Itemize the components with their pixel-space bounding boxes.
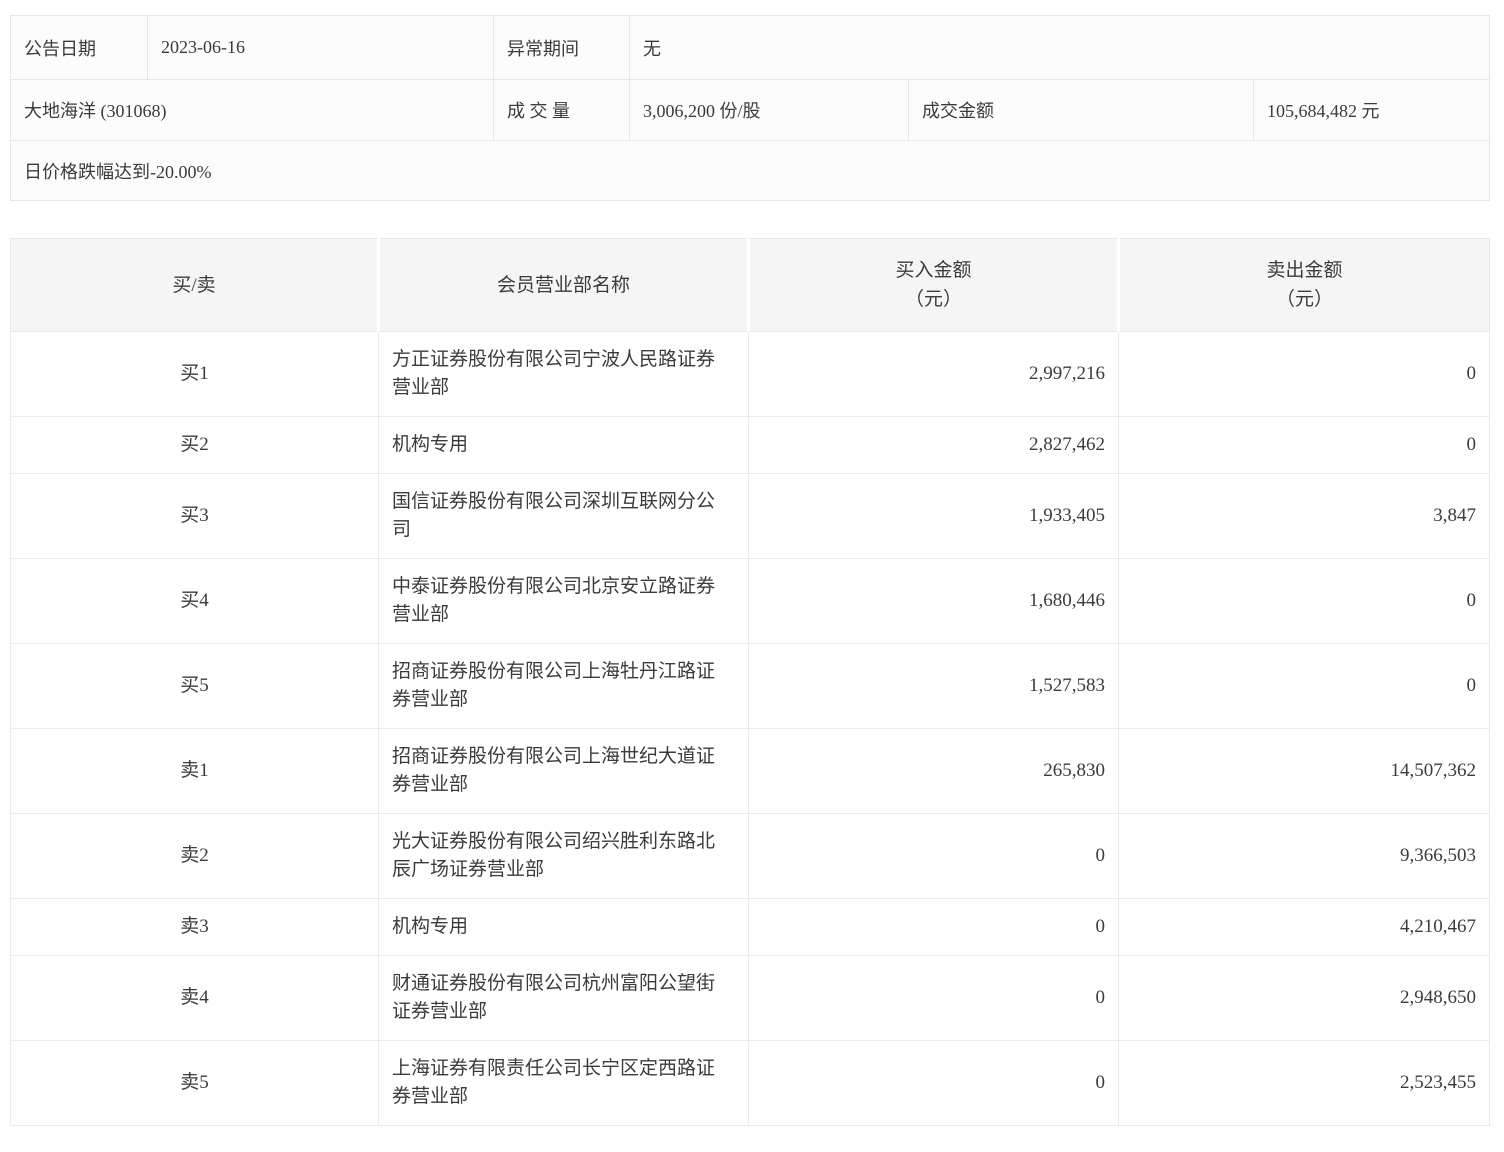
row-buy-amount: 0 [748, 813, 1119, 899]
column-header-sell: 卖出金额 （元） [1117, 238, 1490, 332]
column-header-buy: 买入金额 （元） [747, 238, 1119, 332]
row-sell-amount: 9,366,503 [1118, 813, 1490, 899]
row-side-label: 买3 [10, 473, 379, 559]
info-panel: 公告日期 2023-06-16 异常期间 无 大地海洋 (301068) 成 交… [9, 15, 1491, 201]
price-change-notice: 日价格跌幅达到-20.00% [9, 140, 1491, 201]
row-sell-amount: 0 [1118, 558, 1490, 644]
row-buy-amount: 265,830 [748, 728, 1119, 814]
row-branch-name: 上海证券有限责任公司长宁区定西路证券营业部 [378, 1040, 749, 1126]
row-buy-amount: 1,933,405 [748, 473, 1119, 559]
table-row: 买4 中泰证券股份有限公司北京安立路证券营业部 1,680,446 0 [10, 558, 1490, 644]
row-branch-name: 中泰证券股份有限公司北京安立路证券营业部 [378, 558, 749, 644]
row-sell-amount: 0 [1118, 643, 1490, 729]
lhb-table: 买/卖 会员营业部名称 买入金额 （元） 卖出金额 （元） 买1 方正证券股份有… [10, 238, 1490, 1126]
row-side-label: 买2 [10, 416, 379, 474]
volume-label: 成 交 量 [493, 79, 630, 141]
row-sell-amount: 3,847 [1118, 473, 1490, 559]
info-row-announcement: 公告日期 2023-06-16 异常期间 无 [10, 15, 1491, 80]
row-branch-name: 财通证券股份有限公司杭州富阳公望街证券营业部 [378, 955, 749, 1041]
info-row-notice: 日价格跌幅达到-20.00% [9, 140, 1491, 201]
security-title: 大地海洋 (301068) [10, 79, 494, 141]
column-header-side: 买/卖 [10, 238, 379, 332]
table-row: 卖1 招商证券股份有限公司上海世纪大道证券营业部 265,830 14,507,… [10, 728, 1490, 814]
header-row: 买/卖 会员营业部名称 买入金额 （元） 卖出金额 （元） [10, 238, 1490, 332]
column-header-branch: 会员营业部名称 [377, 238, 749, 332]
lhb-table-body: 买1 方正证券股份有限公司宁波人民路证券营业部 2,997,216 0 买2 机… [10, 331, 1490, 1126]
row-buy-amount: 0 [748, 898, 1119, 956]
row-sell-amount: 0 [1118, 416, 1490, 474]
row-buy-amount: 2,997,216 [748, 331, 1119, 417]
announce-date-value: 2023-06-16 [147, 15, 494, 80]
row-side-label: 买5 [10, 643, 379, 729]
row-side-label: 卖5 [10, 1040, 379, 1126]
row-side-label: 卖1 [10, 728, 379, 814]
row-side-label: 买1 [10, 331, 379, 417]
turnover-value: 105,684,482 元 [1252, 79, 1491, 141]
row-sell-amount: 2,523,455 [1118, 1040, 1490, 1126]
row-branch-name: 国信证券股份有限公司深圳互联网分公司 [378, 473, 749, 559]
row-sell-amount: 2,948,650 [1118, 955, 1490, 1041]
table-row: 卖3 机构专用 0 4,210,467 [10, 898, 1490, 956]
table-row: 买3 国信证券股份有限公司深圳互联网分公司 1,933,405 3,847 [10, 473, 1490, 559]
row-buy-amount: 1,680,446 [748, 558, 1119, 644]
row-branch-name: 机构专用 [378, 898, 749, 956]
abnormal-period-label: 异常期间 [493, 15, 630, 80]
row-branch-name: 招商证券股份有限公司上海世纪大道证券营业部 [378, 728, 749, 814]
info-row-security: 大地海洋 (301068) 成 交 量 3,006,200 份/股 成交金额 1… [10, 79, 1491, 141]
announce-date-label: 公告日期 [10, 15, 148, 80]
table-row: 买2 机构专用 2,827,462 0 [10, 416, 1490, 474]
row-sell-amount: 4,210,467 [1118, 898, 1490, 956]
row-side-label: 买4 [10, 558, 379, 644]
row-buy-amount: 0 [748, 1040, 1119, 1126]
row-buy-amount: 1,527,583 [748, 643, 1119, 729]
volume-value: 3,006,200 份/股 [629, 79, 909, 141]
row-sell-amount: 0 [1118, 331, 1490, 417]
row-side-label: 卖4 [10, 955, 379, 1041]
row-buy-amount: 2,827,462 [748, 416, 1119, 474]
row-side-label: 卖2 [10, 813, 379, 899]
table-row: 买5 招商证券股份有限公司上海牡丹江路证券营业部 1,527,583 0 [10, 643, 1490, 729]
abnormal-period-value: 无 [628, 15, 1491, 80]
row-buy-amount: 0 [748, 955, 1119, 1041]
turnover-label: 成交金额 [908, 79, 1254, 141]
row-branch-name: 方正证券股份有限公司宁波人民路证券营业部 [378, 331, 749, 417]
page-root: 公告日期 2023-06-16 异常期间 无 大地海洋 (301068) 成 交… [9, 15, 1491, 1126]
row-branch-name: 招商证券股份有限公司上海牡丹江路证券营业部 [378, 643, 749, 729]
row-side-label: 卖3 [10, 898, 379, 956]
row-branch-name: 机构专用 [378, 416, 749, 474]
table-row: 卖4 财通证券股份有限公司杭州富阳公望街证券营业部 0 2,948,650 [10, 955, 1490, 1041]
table-row: 买1 方正证券股份有限公司宁波人民路证券营业部 2,997,216 0 [10, 331, 1490, 417]
lhb-table-header: 买/卖 会员营业部名称 买入金额 （元） 卖出金额 （元） [10, 238, 1490, 332]
row-branch-name: 光大证券股份有限公司绍兴胜利东路北辰广场证券营业部 [378, 813, 749, 899]
row-sell-amount: 14,507,362 [1118, 728, 1490, 814]
table-row: 卖2 光大证券股份有限公司绍兴胜利东路北辰广场证券营业部 0 9,366,503 [10, 813, 1490, 899]
table-row: 卖5 上海证券有限责任公司长宁区定西路证券营业部 0 2,523,455 [10, 1040, 1490, 1126]
